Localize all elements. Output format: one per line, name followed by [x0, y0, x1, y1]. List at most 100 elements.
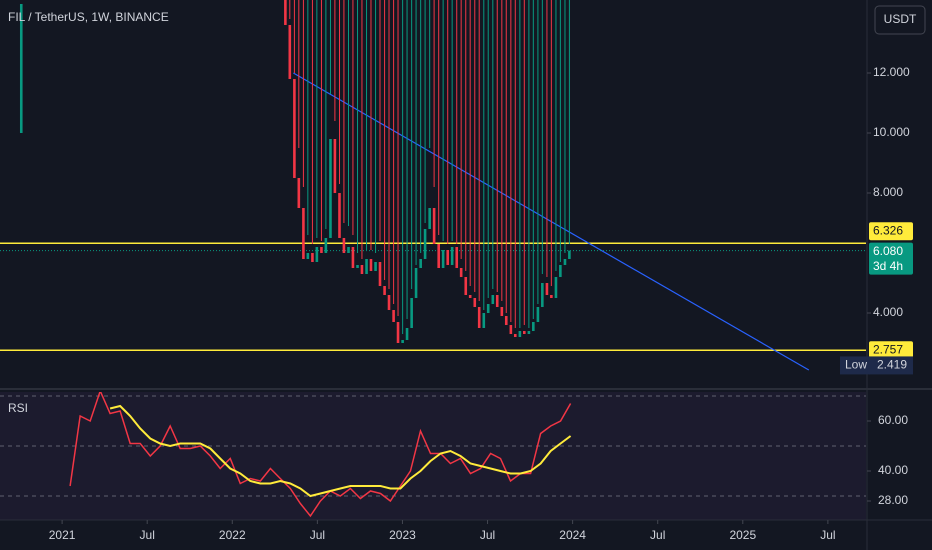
candle-body — [455, 246, 459, 268]
rsi-plot — [0, 392, 866, 518]
price-pane — [0, 0, 866, 371]
candle-body — [302, 207, 305, 259]
candle-body — [532, 321, 535, 331]
candle-body — [320, 246, 323, 253]
candle-body — [500, 306, 504, 316]
currency-label[interactable]: USDT — [884, 12, 917, 26]
candle-body — [504, 315, 508, 325]
candle-body — [338, 192, 341, 238]
candle-body — [315, 246, 319, 262]
x-tick-label: 2022 — [219, 528, 246, 542]
candle-body — [410, 297, 413, 328]
y-tick-label: 60.00 — [878, 413, 908, 427]
rsi-line — [109, 404, 572, 498]
candle-body — [396, 321, 400, 343]
candle-body — [563, 258, 567, 265]
candle-body — [356, 264, 359, 268]
candle-body — [347, 246, 350, 253]
candle-body — [351, 246, 355, 268]
candle-body — [568, 250, 571, 259]
candle-body — [365, 258, 368, 274]
candle-body — [369, 258, 373, 271]
candle-body — [19, 3, 23, 133]
candle-body — [441, 249, 445, 268]
y-tick-label: 40.00 — [878, 463, 908, 477]
candle-body — [468, 294, 472, 298]
x-tick-label: 2024 — [559, 528, 586, 542]
candle-body — [419, 258, 422, 268]
rsi-pane — [0, 392, 866, 520]
price-line-label: 6.326 — [873, 223, 903, 237]
candle-body — [333, 138, 337, 193]
y-tick-label: 28.00 — [878, 493, 908, 507]
candle-body — [383, 285, 386, 295]
candle-body — [306, 252, 310, 259]
candle-body — [374, 261, 377, 271]
candle-body — [329, 138, 332, 238]
candle-body — [405, 327, 409, 340]
candle-body — [360, 264, 364, 274]
axes: 2021 Jul 2022 Jul 2023 Jul 2024 Jul 2025 Jul 4.000… — [49, 65, 913, 542]
candle-body — [536, 306, 540, 322]
rsi-line — [69, 392, 572, 518]
candle-body — [378, 261, 382, 286]
x-tick-label: Jul — [310, 528, 325, 542]
price-line-label: 2.757 — [873, 342, 903, 356]
candle-body — [288, 24, 292, 79]
candle-body — [486, 303, 490, 313]
candle-body — [477, 306, 481, 328]
rsi-title: RSI — [8, 401, 28, 415]
x-tick-label: 2025 — [729, 528, 756, 542]
candle-body — [464, 276, 468, 295]
candle-body — [428, 207, 431, 229]
chart-title: FIL / TetherUS, 1W, BINANCE — [8, 10, 169, 24]
candle-body — [392, 309, 395, 322]
candle-body — [473, 297, 477, 307]
candle-body — [297, 177, 301, 208]
candle-body — [509, 324, 513, 334]
low-badge — [869, 356, 913, 375]
candle-body — [554, 276, 558, 298]
countdown-label: 3d 4h — [873, 259, 903, 273]
x-tick-label: 2023 — [389, 528, 416, 542]
candle-body — [559, 264, 562, 277]
candle-body — [342, 237, 346, 253]
x-tick-label: Jul — [650, 528, 665, 542]
candle-body — [459, 267, 463, 277]
candle-body — [527, 330, 531, 334]
candle-body — [423, 228, 427, 259]
x-tick-label: Jul — [140, 528, 155, 542]
last-price-badge — [869, 242, 913, 275]
price-line-badge — [869, 222, 913, 241]
low-tag — [840, 356, 870, 375]
y-tick-label: 8.000 — [873, 185, 903, 199]
y-tick-label: 12.000 — [873, 65, 910, 79]
candle-body — [550, 294, 553, 298]
y-tick-label: 4.000 — [873, 305, 903, 319]
y-tick-label: 10.000 — [873, 125, 910, 139]
candle-body — [401, 339, 404, 343]
last-price-label: 6.080 — [873, 244, 903, 258]
candle-body — [541, 282, 544, 307]
candle-body — [324, 237, 328, 253]
candle-body — [518, 330, 522, 337]
x-tick-label: Jul — [480, 528, 495, 542]
low-value-label: 2.419 — [877, 358, 907, 372]
candle-body — [482, 312, 486, 328]
candle-body — [495, 294, 499, 307]
candle-body — [387, 294, 391, 310]
low-tag-label: Low — [845, 358, 867, 372]
candle-body — [491, 294, 495, 304]
candle-body — [311, 252, 314, 262]
candle-body — [437, 243, 441, 268]
candle-body — [432, 207, 436, 244]
candle-body — [522, 330, 526, 334]
candle-body — [446, 249, 450, 265]
candle-body — [545, 282, 549, 295]
candle-body — [450, 246, 454, 265]
x-tick-label: 2021 — [49, 528, 76, 542]
candle-body — [284, 0, 287, 25]
x-tick-label: Jul — [820, 528, 835, 542]
currency-button[interactable] — [874, 5, 926, 35]
